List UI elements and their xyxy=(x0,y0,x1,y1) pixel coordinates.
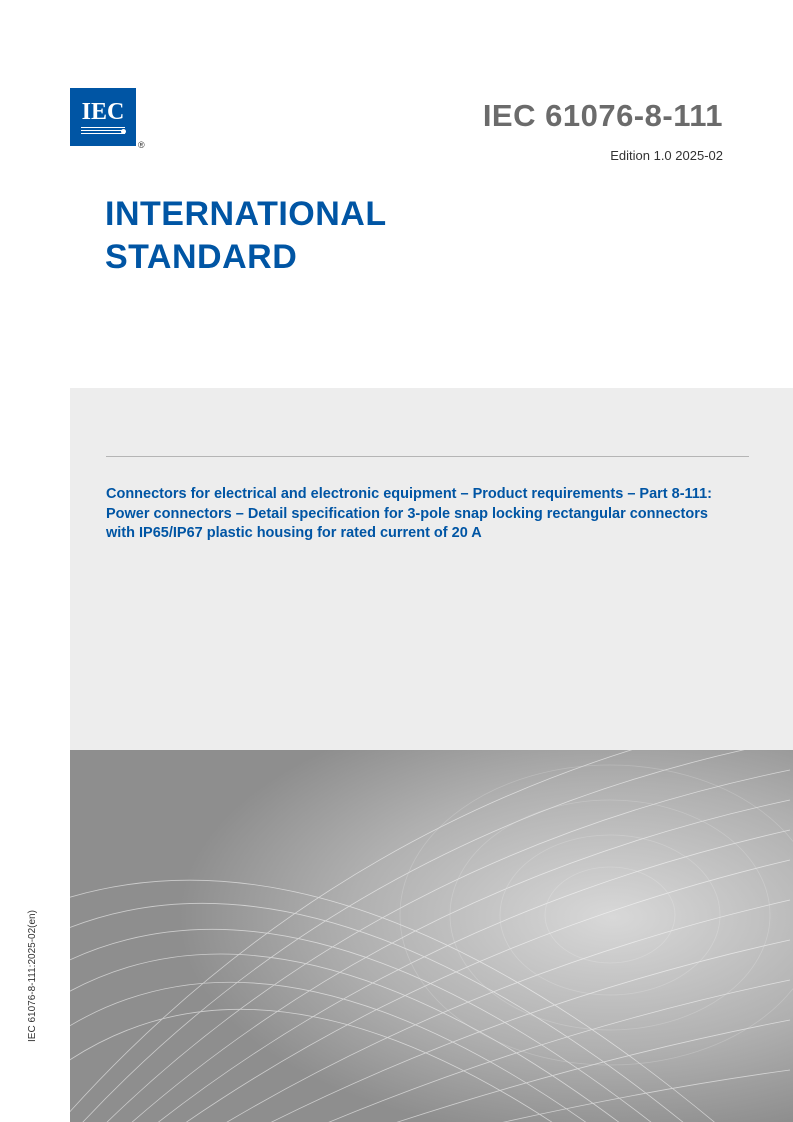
registered-trademark-symbol: ® xyxy=(138,140,145,150)
heading-line-1: INTERNATIONAL xyxy=(105,195,387,233)
iec-logo-lines-icon xyxy=(81,127,125,135)
decorative-graphic-panel xyxy=(70,750,793,1122)
document-cover-page: IEC ® IEC 61076-8-111 Edition 1.0 2025-0… xyxy=(0,0,793,1122)
iec-logo-dot-icon xyxy=(121,129,126,134)
spine-reference-label: IEC 61076-8-111:2025-02(en) xyxy=(27,910,38,1042)
iec-logo: IEC xyxy=(70,88,136,146)
edition-date-line: Edition 1.0 2025-02 xyxy=(610,148,723,163)
standard-title-description: Connectors for electrical and electronic… xyxy=(106,485,726,544)
abstract-lines-icon xyxy=(70,750,793,1122)
heading-line-2: STANDARD xyxy=(105,238,297,276)
description-panel: Connectors for electrical and electronic… xyxy=(70,388,793,750)
standard-identifier: IEC 61076-8-111 xyxy=(483,98,723,134)
panel-divider xyxy=(106,456,749,457)
iec-logo-acronym: IEC xyxy=(82,100,125,124)
document-type-heading: INTERNATIONAL STANDARD xyxy=(105,193,387,278)
